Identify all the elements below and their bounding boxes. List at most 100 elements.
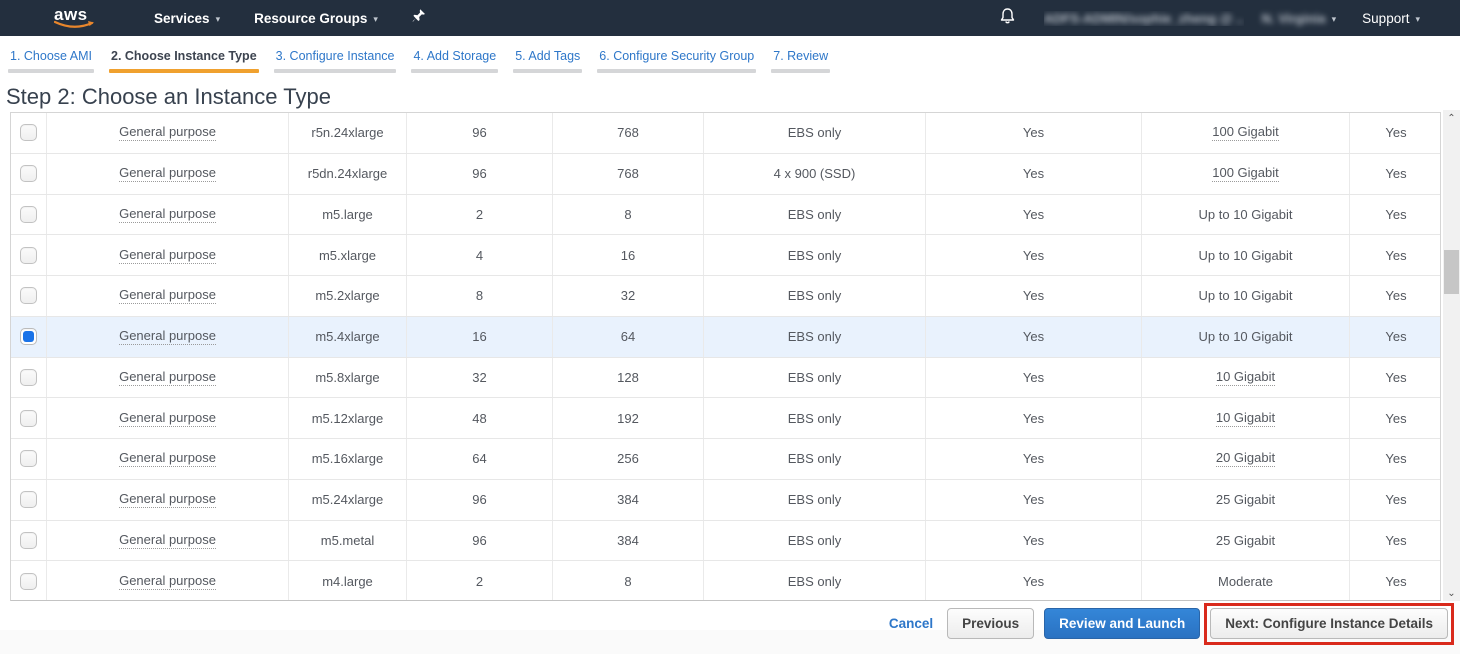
ipv6-cell: Yes: [1350, 317, 1441, 357]
ipv6-cell: Yes: [1350, 235, 1441, 275]
memory-cell: 256: [553, 439, 704, 479]
instance-row[interactable]: General purposem5.12xlarge48192EBS onlyY…: [11, 398, 1440, 439]
family-value: General purpose: [119, 369, 216, 386]
instance-row[interactable]: General purposer5n.24xlarge96768EBS only…: [11, 113, 1440, 154]
network-value: Up to 10 Gigabit: [1199, 248, 1293, 263]
instance-row[interactable]: General purposem5.2xlarge832EBS onlyYesU…: [11, 276, 1440, 317]
ebs-optimized-cell: Yes: [926, 480, 1142, 520]
network-cell: Moderate: [1142, 561, 1350, 601]
instance-select-checkbox[interactable]: [20, 410, 37, 427]
scroll-up-icon[interactable]: ⌃: [1443, 110, 1460, 126]
network-cell: 20 Gigabit: [1142, 439, 1350, 479]
select-cell: [11, 439, 47, 479]
instance-row[interactable]: General purposem5.xlarge416EBS onlyYesUp…: [11, 235, 1440, 276]
instance-row[interactable]: General purposem5.large28EBS onlyYesUp t…: [11, 195, 1440, 236]
instance-select-checkbox[interactable]: [20, 328, 37, 345]
select-cell: [11, 561, 47, 601]
vcpus-cell: 8: [407, 276, 553, 316]
instance-type-table: General purposer5n.24xlarge96768EBS only…: [10, 112, 1441, 601]
wizard-tab-underline: [411, 69, 498, 73]
instance-row[interactable]: General purposem5.24xlarge96384EBS onlyY…: [11, 480, 1440, 521]
network-value: 10 Gigabit: [1216, 369, 1275, 386]
ipv6-cell: Yes: [1350, 154, 1441, 194]
ipv6-cell: Yes: [1350, 439, 1441, 479]
wizard-tab-5[interactable]: 5. Add Tags: [513, 36, 582, 73]
family-cell: General purpose: [47, 358, 289, 398]
vcpus-cell: 96: [407, 113, 553, 153]
pin-icon[interactable]: [412, 8, 427, 29]
instance-select-checkbox[interactable]: [20, 124, 37, 141]
instance-row[interactable]: General purposem5.8xlarge32128EBS onlyYe…: [11, 358, 1440, 399]
family-cell: General purpose: [47, 317, 289, 357]
instance-row[interactable]: General purposer5dn.24xlarge967684 x 900…: [11, 154, 1440, 195]
ipv6-cell: Yes: [1350, 276, 1441, 316]
wizard-tab-6[interactable]: 6. Configure Security Group: [597, 36, 756, 73]
nav-resource-groups-menu[interactable]: Resource Groups ▾: [254, 11, 378, 26]
nav-services-menu[interactable]: Services ▾: [154, 11, 220, 26]
notifications-bell-icon[interactable]: [999, 7, 1016, 30]
family-value: General purpose: [119, 206, 216, 223]
support-menu[interactable]: Support ▾: [1362, 11, 1420, 26]
type-cell: m5.4xlarge: [289, 317, 407, 357]
family-value: General purpose: [119, 532, 216, 549]
type-cell: m5.metal: [289, 521, 407, 561]
type-cell: m5.xlarge: [289, 235, 407, 275]
ebs-optimized-cell: Yes: [926, 235, 1142, 275]
type-cell: m5.24xlarge: [289, 480, 407, 520]
vcpus-cell: 16: [407, 317, 553, 357]
storage-cell: EBS only: [704, 398, 926, 438]
instance-select-checkbox[interactable]: [20, 287, 37, 304]
instance-select-checkbox[interactable]: [20, 573, 37, 590]
instance-select-checkbox[interactable]: [20, 491, 37, 508]
account-menu-redacted[interactable]: ADFS-ADMIN/sophie_zheng @ .. ▾: [1044, 11, 1244, 26]
wizard-tab-underline: [274, 69, 397, 73]
next-configure-instance-details-button[interactable]: Next: Configure Instance Details: [1210, 608, 1448, 639]
instance-select-checkbox[interactable]: [20, 247, 37, 264]
instance-select-checkbox[interactable]: [20, 532, 37, 549]
wizard-tab-3[interactable]: 3. Configure Instance: [274, 36, 397, 73]
table-scrollbar[interactable]: ⌃ ⌄: [1443, 110, 1460, 601]
storage-cell: 4 x 900 (SSD): [704, 154, 926, 194]
ipv6-cell: Yes: [1350, 113, 1441, 153]
instance-row[interactable]: General purposem5.metal96384EBS onlyYes2…: [11, 521, 1440, 562]
instance-select-checkbox[interactable]: [20, 450, 37, 467]
storage-cell: EBS only: [704, 561, 926, 601]
ipv6-cell: Yes: [1350, 195, 1441, 235]
cancel-link[interactable]: Cancel: [889, 616, 933, 631]
memory-cell: 384: [553, 521, 704, 561]
wizard-tab-label: 3. Configure Instance: [274, 36, 397, 69]
region-menu-redacted[interactable]: N. Virginia ▾: [1262, 11, 1337, 26]
vcpus-cell: 96: [407, 521, 553, 561]
instance-select-checkbox[interactable]: [20, 369, 37, 386]
instance-select-checkbox[interactable]: [20, 206, 37, 223]
wizard-tab-1[interactable]: 1. Choose AMI: [8, 36, 94, 73]
review-and-launch-button[interactable]: Review and Launch: [1044, 608, 1200, 639]
wizard-tab-7[interactable]: 7. Review: [771, 36, 830, 73]
memory-cell: 128: [553, 358, 704, 398]
previous-button[interactable]: Previous: [947, 608, 1034, 639]
type-cell: r5n.24xlarge: [289, 113, 407, 153]
memory-cell: 384: [553, 480, 704, 520]
instance-row[interactable]: General purposem5.4xlarge1664EBS onlyYes…: [11, 317, 1440, 358]
region-redacted-text: N. Virginia: [1262, 11, 1326, 26]
network-value: 10 Gigabit: [1216, 410, 1275, 427]
scroll-down-icon[interactable]: ⌄: [1443, 585, 1460, 601]
wizard-tab-label: 4. Add Storage: [411, 36, 498, 69]
ebs-optimized-cell: Yes: [926, 561, 1142, 601]
ebs-optimized-cell: Yes: [926, 154, 1142, 194]
network-value: Moderate: [1218, 574, 1273, 589]
family-value: General purpose: [119, 491, 216, 508]
aws-logo[interactable]: aws: [54, 7, 98, 30]
instance-row[interactable]: General purposem5.16xlarge64256EBS onlyY…: [11, 439, 1440, 480]
ebs-optimized-cell: Yes: [926, 398, 1142, 438]
wizard-tab-underline: [771, 69, 830, 73]
instance-row[interactable]: General purposem4.large28EBS onlyYesMode…: [11, 561, 1440, 601]
wizard-tab-2[interactable]: 2. Choose Instance Type: [109, 36, 259, 73]
family-cell: General purpose: [47, 154, 289, 194]
wizard-tab-label: 6. Configure Security Group: [597, 36, 756, 69]
instance-select-checkbox[interactable]: [20, 165, 37, 182]
family-cell: General purpose: [47, 113, 289, 153]
wizard-tab-4[interactable]: 4. Add Storage: [411, 36, 498, 73]
scrollbar-thumb[interactable]: [1444, 250, 1459, 294]
vcpus-cell: 96: [407, 154, 553, 194]
